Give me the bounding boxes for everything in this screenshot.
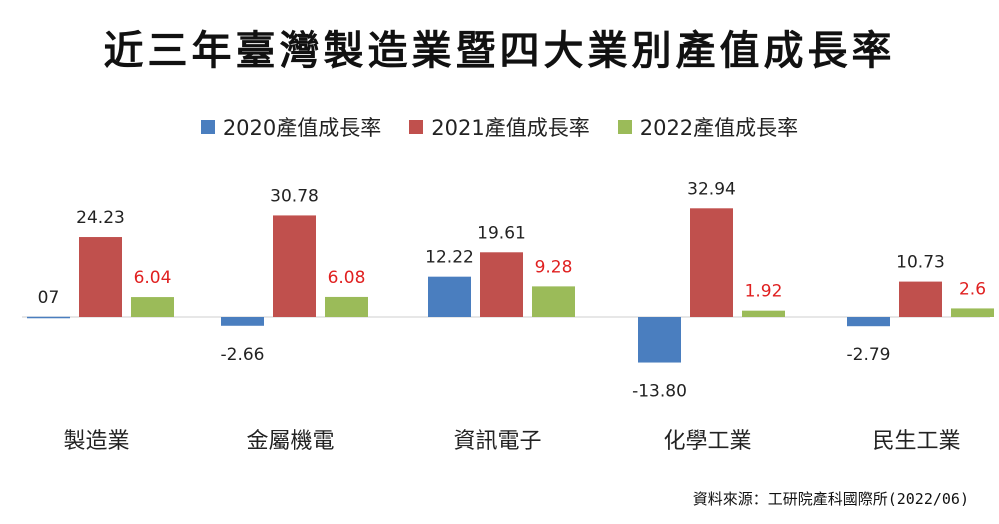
data-label-0-3: -13.80 [632, 382, 687, 402]
data-label-1-4: 10.73 [896, 253, 945, 273]
legend-item-2021: 2021產值成長率 [409, 112, 590, 142]
data-label-2-3: 1.92 [745, 282, 783, 302]
bar-2-1 [325, 296, 368, 317]
bar-2-4 [951, 308, 994, 317]
legend-item-2022: 2022產值成長率 [617, 112, 799, 142]
legend-label-2021: 2021產值成長率 [431, 116, 590, 140]
bar-1-0 [79, 237, 122, 317]
legend-label-2020: 2020產值成長率 [222, 116, 382, 140]
category-label-3: 化學工業 [663, 429, 751, 454]
bar-1-2 [480, 252, 523, 317]
bar-2-0 [131, 297, 174, 317]
data-label-1-2: 19.61 [477, 223, 526, 243]
category-label-2: 資訊電子 [453, 429, 541, 454]
legend-swatch-2022 [617, 120, 632, 134]
data-label-2-4: 2.6 [959, 279, 986, 299]
legend-label-2022: 2022產值成長率 [639, 116, 799, 140]
data-label-1-1: 30.78 [270, 186, 319, 206]
category-label-1: 金屬機電 [246, 429, 334, 454]
legend-swatch-2021 [409, 120, 424, 134]
bar-2-3 [742, 310, 785, 317]
data-label-0-2: 12.22 [425, 248, 474, 268]
data-label-0-4: -2.79 [847, 345, 891, 365]
data-label-1-3: 32.94 [687, 179, 736, 199]
category-label-0: 製造業 [63, 429, 129, 454]
legend-swatch-2020 [200, 120, 215, 134]
legend-item-2020: 2020產值成長率 [200, 112, 382, 142]
bar-0-4 [847, 317, 890, 327]
chart-title: 近三年臺灣製造業暨四大業別產值成長率 [103, 27, 896, 74]
data-label-2-2: 9.28 [535, 257, 573, 277]
bar-1-1 [273, 215, 316, 317]
category-label-4: 民生工業 [872, 429, 960, 454]
bar-0-0 [27, 316, 70, 319]
bar-2-2 [532, 286, 575, 317]
bar-0-3 [638, 317, 681, 363]
bar-1-3 [690, 208, 733, 317]
bar-0-2 [428, 276, 471, 317]
data-label-2-1: 6.08 [328, 268, 366, 288]
data-label-0-0: 07 [38, 288, 60, 308]
bar-1-4 [899, 281, 942, 317]
source-note: 資料來源：工研院產科國際所(2022/06) [692, 490, 969, 508]
bar-0-1 [221, 317, 264, 326]
data-label-0-1: -2.66 [221, 345, 265, 365]
data-label-1-0: 24.23 [76, 208, 125, 228]
data-label-2-0: 6.04 [134, 268, 172, 288]
legend: 2020產值成長率 2021產值成長率 2022產值成長率 [0, 112, 999, 142]
